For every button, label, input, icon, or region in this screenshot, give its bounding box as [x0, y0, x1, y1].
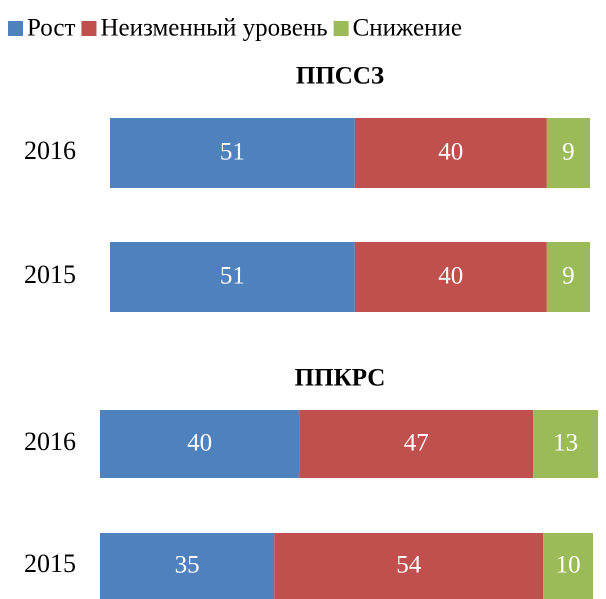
data-label: 40	[187, 430, 212, 457]
legend-swatch	[8, 21, 23, 36]
bar-segment	[100, 410, 300, 478]
data-label: 9	[562, 139, 575, 166]
data-label: 51	[220, 139, 245, 166]
legend-swatch	[333, 21, 349, 36]
category-label: 2016	[24, 427, 76, 456]
chart-title: ППССЗ	[296, 63, 384, 90]
bar-segment	[100, 533, 275, 599]
bar-segment	[274, 533, 544, 599]
data-label: 40	[438, 263, 463, 290]
data-label: 10	[556, 552, 581, 579]
chart-title: ППКРС	[295, 365, 386, 392]
legend-label: Снижение	[353, 15, 462, 42]
data-label: 9	[562, 263, 575, 290]
data-label: 35	[175, 552, 200, 579]
data-label: 54	[396, 552, 422, 579]
bar-segment	[543, 533, 594, 599]
category-label: 2015	[24, 549, 76, 578]
legend-swatch	[81, 21, 97, 36]
bar-segment	[110, 242, 355, 312]
category-label: 2016	[24, 136, 76, 165]
bar-segment	[354, 118, 547, 188]
legend-label: Неизменный уровень	[100, 15, 327, 42]
category-label: 2015	[24, 260, 76, 289]
legend-label: Рост	[27, 15, 76, 42]
data-label: 47	[404, 430, 429, 457]
bar-segment	[546, 242, 590, 312]
bar-segment	[533, 410, 598, 478]
data-label: 40	[438, 139, 463, 166]
bar-segment	[546, 118, 590, 188]
bar-segment	[110, 118, 355, 188]
bar-segment	[299, 410, 534, 478]
data-label: 13	[553, 430, 578, 457]
bar-segment	[354, 242, 547, 312]
data-label: 51	[220, 263, 245, 290]
